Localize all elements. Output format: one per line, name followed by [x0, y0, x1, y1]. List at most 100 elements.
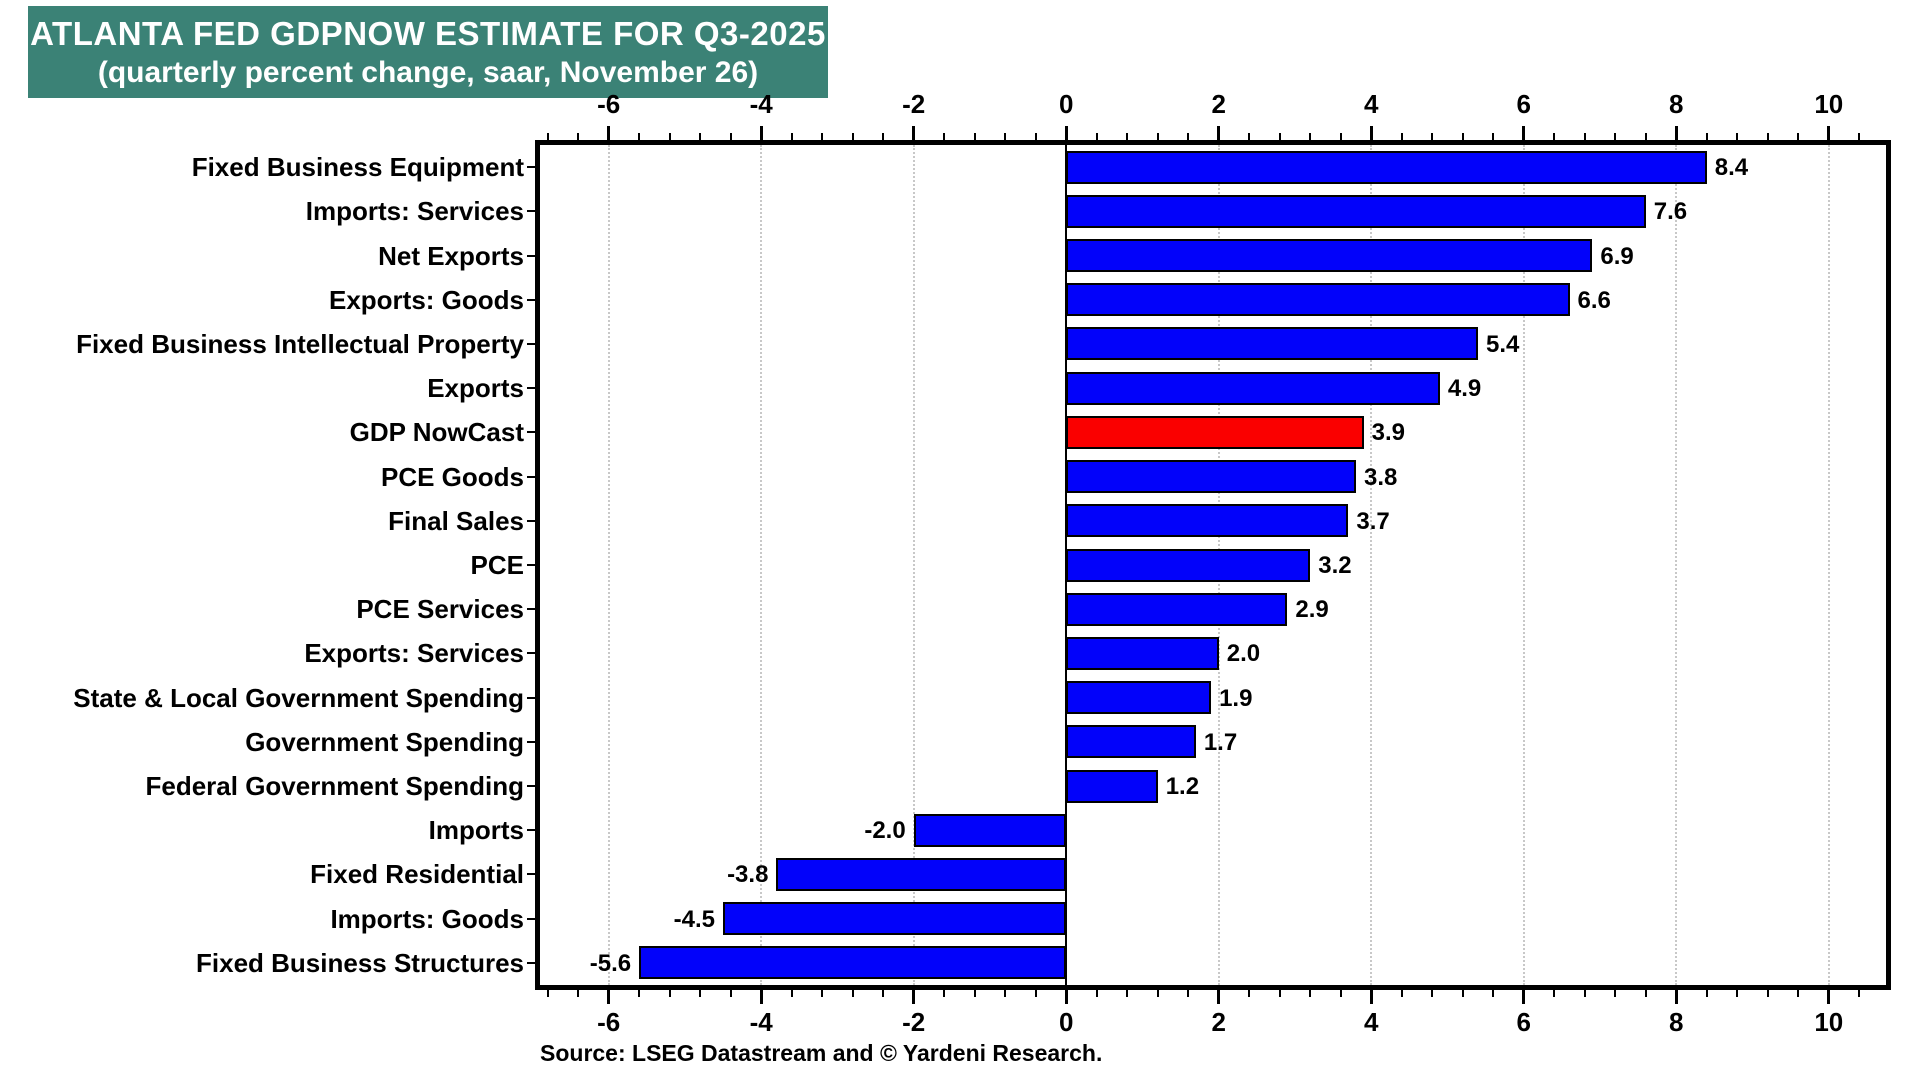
x-axis-minor-tick — [1492, 133, 1495, 140]
x-axis-tick-label: -2 — [902, 89, 926, 119]
x-axis-minor-tick — [1095, 990, 1098, 997]
bar-value-label: 6.6 — [1577, 286, 1611, 314]
x-axis-minor-tick — [882, 133, 885, 140]
y-axis-category-tick — [527, 166, 539, 169]
x-axis-minor-tick — [1309, 133, 1312, 140]
bar-fixed-business-structures — [639, 946, 1067, 980]
x-axis-minor-tick — [668, 133, 671, 140]
category-label: Fixed Business Equipment — [191, 152, 524, 183]
gridline — [760, 145, 763, 985]
y-axis-category-tick — [527, 961, 539, 964]
category-label: Net Exports — [378, 240, 524, 271]
chart-subtitle: (quarterly percent change, saar, Novembe… — [97, 55, 759, 89]
bar-exports-services — [1066, 636, 1219, 670]
x-axis-minor-tick — [1156, 990, 1159, 997]
x-axis-tick-label: 0 — [1058, 1007, 1074, 1037]
x-axis-minor-tick — [1644, 133, 1647, 140]
x-axis-minor-tick — [1583, 990, 1586, 997]
x-axis-minor-tick — [1156, 133, 1159, 140]
x-axis-minor-tick — [1736, 133, 1739, 140]
x-axis-major-tick — [1064, 990, 1068, 1004]
x-axis-minor-tick — [1431, 133, 1434, 140]
bar-gdp-nowcast — [1066, 415, 1364, 449]
x-axis-minor-tick — [1705, 133, 1708, 140]
x-axis-minor-tick — [1461, 133, 1464, 140]
x-axis-minor-tick — [882, 990, 885, 997]
y-axis-category-tick — [527, 785, 539, 788]
category-label: Imports — [428, 815, 524, 846]
x-axis-minor-tick — [1278, 133, 1281, 140]
bar-value-label: 2.0 — [1226, 640, 1261, 668]
gridline — [1675, 145, 1678, 985]
x-axis-minor-tick — [577, 990, 580, 997]
x-axis-minor-tick — [1431, 990, 1434, 997]
bar-fixed-business-intellectual-property — [1066, 327, 1478, 361]
x-axis-tick-label: 6 — [1516, 1007, 1531, 1037]
bar-value-label: 3.9 — [1371, 419, 1405, 447]
chart-title-box: ATLANTA FED GDPNOW ESTIMATE FOR Q3-2025 … — [28, 6, 828, 98]
bar-value-label: -4.5 — [673, 905, 716, 933]
x-axis-minor-tick — [1034, 990, 1037, 997]
x-axis-tick-label: 6 — [1516, 89, 1531, 119]
bar-value-label: 3.7 — [1356, 507, 1390, 535]
x-axis-minor-tick — [1187, 990, 1190, 997]
x-axis-minor-tick — [1248, 990, 1251, 997]
x-axis-minor-tick — [790, 133, 793, 140]
x-axis-minor-tick — [821, 990, 824, 997]
x-axis-major-tick — [759, 990, 763, 1004]
x-axis-minor-tick — [1004, 133, 1007, 140]
bar-value-label: 1.9 — [1219, 684, 1253, 712]
bar-pce-goods — [1066, 460, 1356, 494]
x-axis-minor-tick — [699, 990, 702, 997]
x-axis-minor-tick — [1797, 133, 1800, 140]
category-label: PCE Goods — [380, 461, 524, 492]
x-axis-tick-label: -4 — [749, 89, 773, 119]
x-axis-minor-tick — [851, 133, 854, 140]
x-axis-minor-tick — [729, 133, 732, 140]
x-axis-minor-tick — [1766, 133, 1769, 140]
chart-title: ATLANTA FED GDPNOW ESTIMATE FOR Q3-2025 — [30, 14, 826, 52]
x-axis-minor-tick — [546, 133, 549, 140]
x-axis-major-tick — [912, 126, 916, 140]
x-axis-major-tick — [1522, 126, 1526, 140]
x-axis-major-tick — [607, 990, 611, 1004]
bar-value-label: 6.9 — [1600, 242, 1634, 270]
category-label: PCE — [470, 550, 524, 580]
category-label: Imports: Services — [305, 196, 524, 227]
x-axis-minor-tick — [546, 990, 549, 997]
x-axis-tick-label: -2 — [902, 1007, 926, 1037]
x-axis-minor-tick — [1278, 990, 1281, 997]
gridline — [1370, 145, 1373, 985]
x-axis-minor-tick — [1248, 133, 1251, 140]
bar-value-label: 1.2 — [1165, 773, 1200, 801]
bar-fixed-business-equipment — [1066, 150, 1707, 184]
x-axis-minor-tick — [851, 990, 854, 997]
x-axis-minor-tick — [1644, 990, 1647, 997]
x-axis-minor-tick — [1339, 990, 1342, 997]
bar-value-label: 3.8 — [1363, 463, 1398, 491]
y-axis-category-tick — [527, 298, 539, 301]
source-note: Source: LSEG Datastream and © Yardeni Re… — [540, 1040, 1103, 1066]
bar-value-label: 4.9 — [1447, 375, 1482, 403]
x-axis-minor-tick — [699, 133, 702, 140]
y-axis-category-tick — [527, 652, 539, 655]
gridline — [912, 145, 915, 985]
x-axis-tick-label: 2 — [1211, 1007, 1226, 1037]
x-axis-minor-tick — [1339, 133, 1342, 140]
x-axis-major-tick — [1522, 990, 1526, 1004]
y-axis-category-tick — [527, 829, 539, 832]
x-axis-minor-tick — [1309, 990, 1312, 997]
x-axis-major-tick — [912, 990, 916, 1004]
y-axis-category-tick — [527, 254, 539, 257]
category-label: GDP NowCast — [349, 417, 524, 448]
x-axis-minor-tick — [1126, 133, 1129, 140]
x-axis-tick-label: -6 — [597, 89, 621, 119]
x-axis-minor-tick — [1400, 133, 1403, 140]
bar-value-label: 2.9 — [1295, 596, 1329, 624]
x-axis-major-tick — [1827, 990, 1831, 1004]
x-axis-minor-tick — [668, 990, 671, 997]
bar-imports-goods — [723, 902, 1067, 936]
x-axis-major-tick — [1217, 990, 1221, 1004]
bar-value-label: 1.7 — [1203, 728, 1238, 756]
